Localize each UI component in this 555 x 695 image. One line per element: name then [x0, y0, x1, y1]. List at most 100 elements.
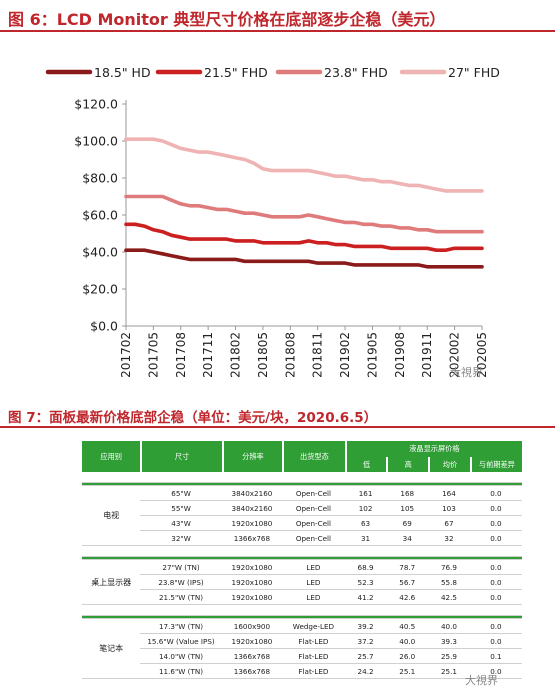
cell-low: 41.2 [344, 590, 387, 605]
chart-axes: $0.0 $20.0 $40.0 $60.0 $80.0 $100.0 $120.0 [74, 97, 482, 334]
cell-res: 1366x768 [221, 664, 283, 679]
table-row: 桌上显示器 27"W (TN) 1920x1080 LED 68.9 78.7 76.9 0.… [82, 560, 522, 605]
cell-low: 24.2 [344, 664, 387, 679]
cell-diff: 0.0 [469, 560, 522, 575]
cell-high: 34 [386, 531, 429, 546]
cell-type: Wedge-LED [282, 619, 345, 634]
watermark-text: 大視界 [465, 674, 498, 687]
cell-type: LED [282, 590, 345, 605]
category-cell: 桌上显示器 [82, 560, 141, 605]
cell-res: 1366x768 [221, 649, 283, 664]
cell-high: 69 [386, 516, 429, 531]
cell-diff: 0.0 [469, 619, 522, 634]
panel-price-table: 应用别 尺寸 分辨率 出货型态 液晶显示屏价格 低 高 均价 与前期差异 电视 6… [82, 441, 522, 679]
title-rule [0, 426, 555, 428]
cell-type: Flat-LED [282, 634, 345, 649]
cell-avg: 40.0 [428, 619, 470, 634]
chart-legend: 18.5" HD 21.5" FHD 23.8" FHD 27" FHD [45, 65, 500, 80]
cell-res: 1920x1080 [221, 634, 283, 649]
cell-avg: 164 [428, 486, 470, 501]
category-cell: 电视 [82, 486, 141, 546]
cell-low: 31 [344, 531, 387, 546]
header-type: 出货型态 [282, 441, 345, 472]
series-line [124, 248, 484, 269]
cell-size: 11.6"W (TN) [140, 664, 222, 679]
cell-diff: 0.0 [469, 575, 522, 590]
cell-low: 63 [344, 516, 387, 531]
cell-diff: 0.1 [469, 649, 522, 664]
cell-low: 102 [344, 501, 387, 516]
cell-diff: 0.0 [469, 501, 522, 516]
cell-high: 42.6 [386, 590, 429, 605]
cell-size: 27"W (TN) [140, 560, 222, 575]
cell-low: 68.9 [344, 560, 387, 575]
cell-size: 15.6"W (Value IPS) [140, 634, 222, 649]
series-line [124, 194, 484, 234]
table-row: 32"W 1366x768 Open-Cell 31 34 32 0.0 [82, 531, 522, 546]
title-rule [0, 30, 555, 32]
x-tick-label: 201908 [393, 332, 407, 378]
cell-diff: 0.0 [469, 590, 522, 605]
x-tick-label: 201802 [229, 332, 243, 378]
figure-7-title: 图 7：面板最新价格底部企稳（单位：美元/块，2020.6.5） [8, 410, 378, 426]
cell-low: 37.2 [344, 634, 387, 649]
cell-res: 1920x1080 [221, 560, 283, 575]
group-header-bar [82, 557, 522, 560]
x-tick-label: 201711 [201, 332, 215, 378]
y-tick-label: $80.0 [82, 171, 118, 186]
cell-type: LED [282, 560, 345, 575]
cell-high: 25.1 [386, 664, 429, 679]
cell-high: 40.0 [386, 634, 429, 649]
legend-label: 18.5" HD [94, 65, 151, 80]
cell-low: 39.2 [344, 619, 387, 634]
cell-size: 14.0"W (TN) [140, 649, 222, 664]
cell-res: 1920x1080 [221, 516, 283, 531]
table-body: 电视 65"W 3840x2160 Open-Cell 161 168 164 0.0 55"W… [82, 472, 522, 679]
cell-low: 25.7 [344, 649, 387, 664]
cell-diff: 0.0 [469, 634, 522, 649]
series-line [124, 222, 484, 252]
x-tick-label: 201808 [283, 332, 297, 378]
line-chart: 18.5" HD 21.5" FHD 23.8" FHD 27" FHD $0.0 $2… [45, 65, 500, 379]
y-tick-label: $120.0 [74, 97, 118, 112]
cell-low: 161 [344, 486, 387, 501]
header-low: 低 [344, 457, 387, 472]
cell-type: LED [282, 575, 345, 590]
cell-res: 3840x2160 [221, 501, 283, 516]
header-size: 尺寸 [140, 441, 222, 472]
cell-size: 43"W [140, 516, 222, 531]
table-row: 笔记本 17.3"W (TN) 1600x900 Wedge-LED 39.2 40.5 4… [82, 619, 522, 679]
table-row: 15.6"W (Value IPS) 1920x1080 Flat-LED 37.2 4… [82, 634, 522, 649]
cell-type: Open-Cell [282, 501, 345, 516]
x-tick-label: 202002 [448, 332, 462, 378]
cell-res: 1920x1080 [221, 590, 283, 605]
header-diff: 与前期差异 [469, 457, 522, 472]
cell-type: Open-Cell [282, 516, 345, 531]
table-row: 21.5"W (TN) 1920x1080 LED 41.2 42.6 42.5 0.0 [82, 590, 522, 605]
series-line [124, 137, 484, 193]
cell-size: 17.3"W (TN) [140, 619, 222, 634]
x-axis-ticks: 201702 201705 201708 201711 201802 201805 2018… [119, 326, 489, 378]
cell-avg: 25.1 [428, 664, 470, 679]
cell-avg: 25.9 [428, 649, 470, 664]
legend-label: 23.8" FHD [324, 65, 388, 80]
header-price-group: 液晶显示屏价格 [344, 441, 522, 457]
x-tick-label: 201705 [146, 332, 160, 378]
cell-avg: 32 [428, 531, 470, 546]
cell-avg: 76.9 [428, 560, 470, 575]
cell-type: Open-Cell [282, 531, 345, 546]
y-tick-label: $0.0 [90, 319, 118, 334]
table-row: 14.0"W (TN) 1366x768 Flat-LED 25.7 26.0 25.9 0… [82, 649, 522, 664]
header-category: 应用别 [82, 441, 141, 472]
table-row: 43"W 1920x1080 Open-Cell 63 69 67 0.0 [82, 516, 522, 531]
cell-high: 168 [386, 486, 429, 501]
chart-series [124, 137, 484, 269]
x-tick-label: 201905 [365, 332, 379, 378]
cell-size: 21.5"W (TN) [140, 590, 222, 605]
cell-high: 56.7 [386, 575, 429, 590]
y-tick-label: $40.0 [82, 245, 118, 260]
cell-size: 23.8"W (IPS) [140, 575, 222, 590]
header-avg: 均价 [428, 457, 470, 472]
cell-high: 78.7 [386, 560, 429, 575]
cell-high: 40.5 [386, 619, 429, 634]
